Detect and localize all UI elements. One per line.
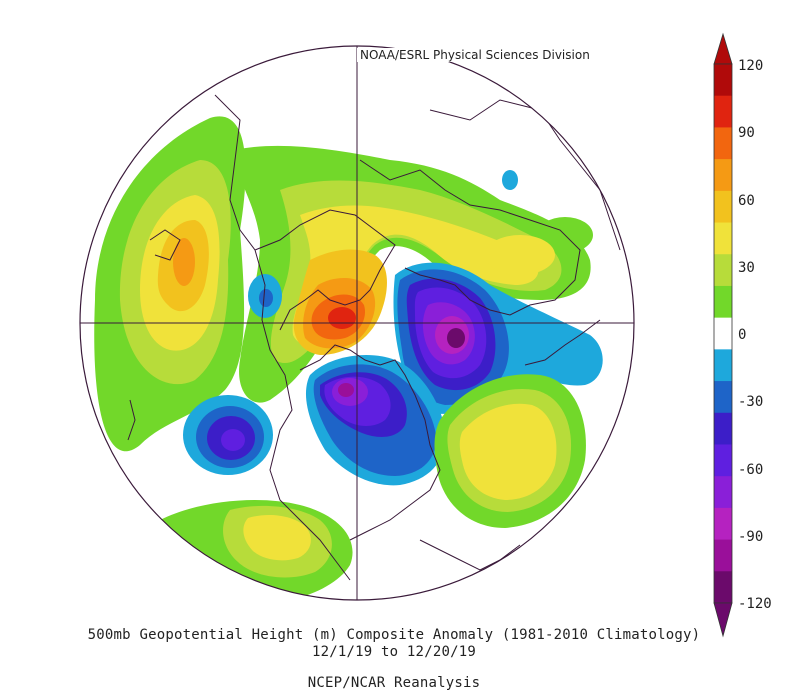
- colorbar-segment: [714, 507, 732, 541]
- negative-anomaly-pacific: [183, 395, 273, 475]
- colorbar-segment: [714, 349, 732, 382]
- caption-title: 500mb Geopotential Height (m) Composite …: [87, 627, 701, 643]
- colorbar-segment: [714, 64, 732, 97]
- caption-dates: 12/1/19 to 12/20/19: [312, 644, 476, 660]
- coastlines: [127, 94, 621, 581]
- colorbar-tick-label: 60: [738, 192, 755, 209]
- colorbar-segment: [714, 254, 732, 287]
- colorbar-tick-label: -120: [738, 596, 772, 612]
- colorbar-top-arrow: [713, 32, 733, 65]
- colorbar-tick-label: -60: [738, 461, 764, 478]
- colorbar-segment: [714, 571, 732, 604]
- anomaly-field: [80, 46, 634, 600]
- colorbar-segment: [714, 222, 732, 255]
- colorbar-segment: [714, 412, 732, 445]
- colorbar-tick-label: 30: [738, 259, 755, 276]
- colorbar-segment: [714, 476, 732, 509]
- colorbar-segment: [714, 190, 732, 224]
- negative-anomaly-europe: [393, 262, 603, 414]
- colorbar-segment: [714, 285, 732, 319]
- colorbar-bottom-arrow: [713, 602, 733, 638]
- colorbar-segment: [714, 444, 732, 477]
- credit-label: NOAA/ESRL Physical Sciences Division: [357, 48, 593, 62]
- colorbar-tick-label: 0: [738, 327, 747, 343]
- colorbar-segment: [714, 539, 732, 572]
- positive-anomaly-atlantic: [434, 374, 586, 528]
- caption-source: NCEP/NCAR Reanalysis: [307, 675, 481, 691]
- negative-anomaly-alaska: [248, 170, 518, 318]
- map-border: [79, 45, 635, 601]
- colorbar-tick-label: -90: [738, 528, 764, 545]
- colorbar-segment: [714, 159, 732, 192]
- colorbar: [713, 32, 733, 638]
- positive-anomaly-arctic: [235, 145, 591, 403]
- colorbar-segment: [714, 381, 732, 414]
- colorbar-segment: [714, 95, 732, 128]
- colorbar-segment: [714, 127, 732, 160]
- positive-anomaly-asia: [485, 217, 593, 275]
- colorbar-tick-label: -30: [738, 394, 764, 411]
- colorbar-tick-label: 120: [738, 58, 764, 74]
- colorbar-segment: [714, 317, 732, 350]
- colorbar-tick-label: 90: [738, 125, 755, 142]
- negative-anomaly-north-america: [305, 355, 446, 486]
